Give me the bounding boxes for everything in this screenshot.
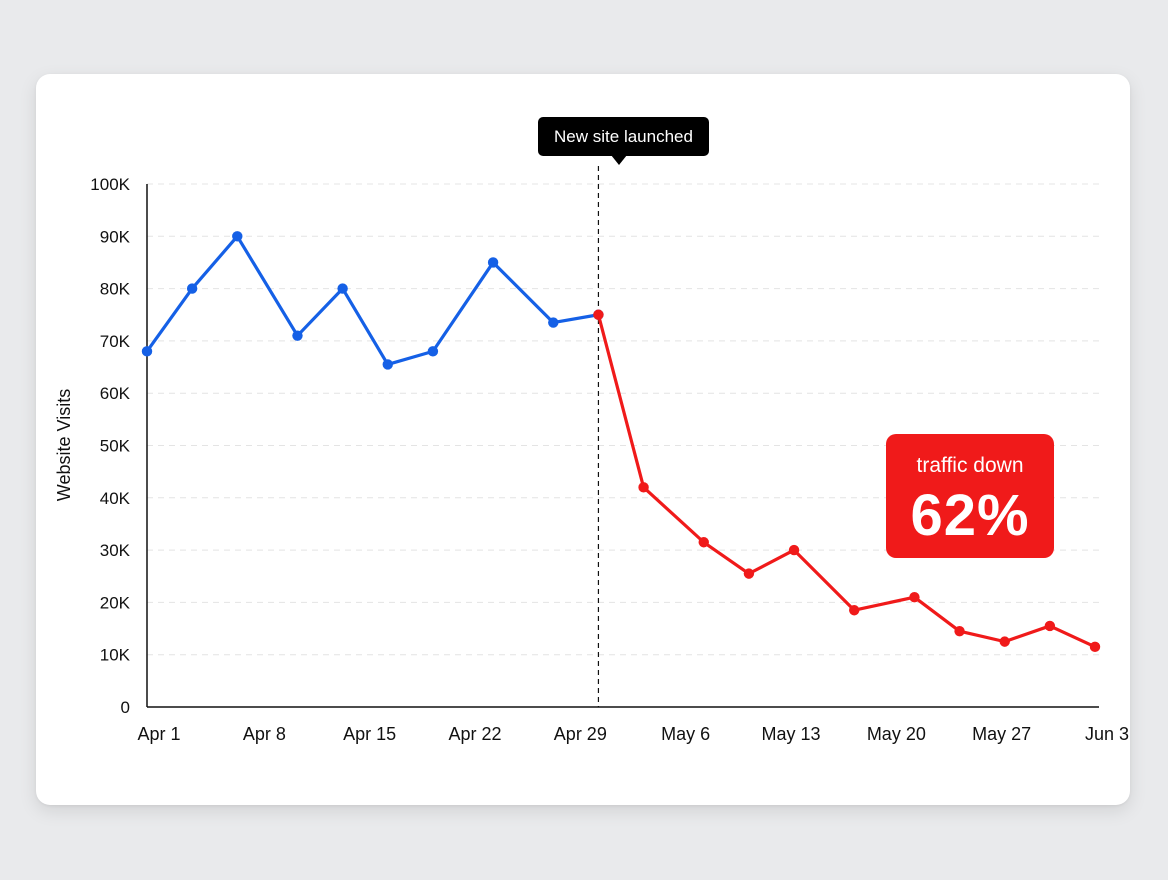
data-point (593, 309, 604, 320)
x-axis-ticks: Apr 1 Apr 8 Apr 15 Apr 22 Apr 29 May 6 May 13 M… (137, 724, 1129, 744)
badge-caption: traffic down (916, 454, 1024, 477)
x-tick-label: Jun 3 (1085, 724, 1129, 744)
traffic-down-badge: traffic down 62% (886, 434, 1054, 558)
launch-annotation-label: New site launched (554, 126, 693, 146)
y-tick-label: 50K (100, 437, 131, 456)
x-tick-label: Apr 29 (554, 724, 607, 744)
y-axis-ticks: 0 10K 20K 30K 40K 50K 60K 70K 80K 90K 100K (90, 175, 130, 717)
data-point (1044, 620, 1056, 632)
data-point (1089, 641, 1101, 653)
data-point (292, 330, 303, 341)
x-tick-label: Apr 22 (448, 724, 501, 744)
y-tick-label: 10K (100, 646, 131, 665)
y-tick-label: 60K (100, 384, 131, 403)
data-point (954, 625, 965, 637)
data-point (788, 544, 800, 556)
x-tick-label: Apr 8 (243, 724, 286, 744)
grid-lines (147, 183, 1099, 656)
x-tick-label: May 6 (661, 724, 710, 744)
x-tick-label: May 13 (761, 724, 820, 744)
y-tick-label: 90K (100, 227, 131, 246)
launch-annotation-tooltip: New site launched (538, 117, 709, 165)
y-axis-title: Website Visits (54, 389, 74, 501)
data-point (232, 231, 243, 242)
data-point (548, 317, 559, 328)
y-tick-label: 100K (90, 175, 130, 194)
series-line (145, 234, 601, 367)
data-point (638, 482, 649, 493)
x-tick-label: Apr 15 (343, 724, 396, 744)
data-point (186, 283, 198, 294)
data-point (999, 636, 1010, 647)
data-point (427, 346, 439, 357)
data-point (382, 359, 393, 370)
data-point (909, 591, 920, 603)
y-tick-label: 0 (121, 698, 130, 717)
data-point (698, 537, 709, 548)
badge-value: 62% (910, 483, 1030, 548)
y-tick-label: 20K (100, 593, 131, 612)
data-point (743, 568, 755, 579)
data-point (337, 283, 348, 294)
x-tick-label: Apr 1 (137, 724, 180, 744)
x-tick-label: May 27 (972, 724, 1031, 744)
data-point (141, 346, 153, 357)
y-tick-label: 70K (100, 332, 131, 351)
series (141, 231, 1101, 653)
y-tick-label: 40K (100, 489, 131, 508)
data-point (487, 257, 499, 268)
x-tick-label: May 20 (867, 724, 926, 744)
y-tick-label: 80K (100, 280, 131, 299)
y-tick-label: 30K (100, 541, 131, 560)
data-point (849, 605, 860, 616)
